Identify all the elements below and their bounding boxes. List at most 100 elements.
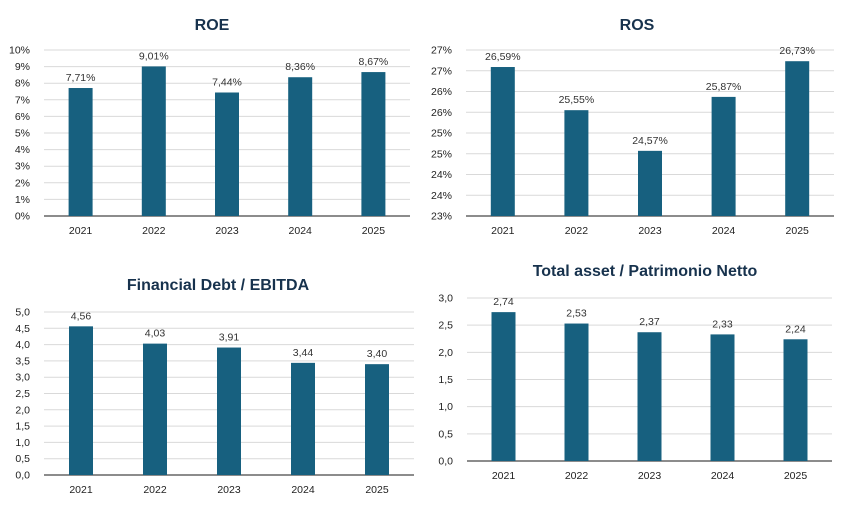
roe-y-tick-label: 2% — [15, 177, 30, 189]
roe-y-tick-label: 9% — [15, 61, 30, 73]
debt-bar — [217, 347, 241, 475]
asset-x-tick-label: 2022 — [565, 470, 589, 482]
debt-y-tick-label: 4,5 — [15, 323, 30, 335]
asset-data-label: 2,37 — [639, 316, 660, 328]
roe-bar — [361, 72, 386, 216]
asset-x-tick-label: 2023 — [638, 470, 662, 482]
debt-x-tick-label: 2022 — [143, 484, 167, 496]
asset-x-tick-label: 2021 — [492, 470, 516, 482]
ros-bar — [638, 150, 662, 216]
roe-bar — [141, 66, 166, 217]
asset-y-tick-label: 0,5 — [438, 428, 453, 440]
roe-y-tick-label: 10% — [9, 45, 30, 57]
ros-x-tick-label: 2021 — [491, 225, 515, 237]
debt-title: Financial Debt / EBITDA — [127, 277, 310, 294]
asset-y-tick-label: 1,0 — [438, 401, 453, 413]
asset-y-tick-label: 2,5 — [438, 320, 453, 332]
ros-y-tick-label: 24% — [431, 169, 452, 181]
roe-y-tick-label: 6% — [15, 111, 30, 123]
asset-bar — [783, 339, 808, 461]
ros-bar — [785, 61, 810, 216]
debt-bar — [143, 343, 167, 475]
roe-y-tick-label: 7% — [15, 94, 30, 106]
debt-bar — [365, 364, 389, 475]
ros-bar — [711, 96, 736, 216]
asset-bar — [710, 334, 735, 461]
asset-bar — [637, 332, 662, 461]
debt-y-tick-label: 4,0 — [15, 339, 30, 351]
roe-y-tick-label: 5% — [15, 128, 30, 140]
asset-y-tick-label: 1,5 — [438, 374, 453, 386]
ros-y-tick-label: 23% — [431, 211, 452, 223]
asset-title: Total asset / Patrimonio Netto — [533, 263, 758, 280]
debt-x-tick-label: 2025 — [365, 484, 389, 496]
roe-chart: ROE 0% 1% 2% 3% 4% 5% 6% 7% 8% 9% 10% 7,71% 2021 9,01%… — [9, 17, 410, 237]
roe-bar — [68, 88, 93, 216]
asset-y-tick-label: 0,0 — [438, 456, 453, 468]
debt-y-tick-label: 5,0 — [15, 307, 30, 319]
debt-chart: Financial Debt / EBITDA 0,0 0,5 1,0 1,5 2,0 2,… — [15, 277, 414, 496]
asset-data-label: 2,33 — [712, 318, 733, 330]
roe-bar — [288, 77, 313, 216]
debt-y-tick-label: 1,5 — [15, 421, 30, 433]
debt-data-label: 4,56 — [71, 310, 92, 322]
roe-x-tick-label: 2025 — [362, 225, 386, 237]
debt-data-label: 4,03 — [145, 328, 166, 340]
roe-data-label: 7,71% — [66, 72, 96, 84]
roe-data-label: 8,67% — [359, 56, 389, 68]
asset-bar — [491, 312, 516, 461]
ros-y-tick-label: 26% — [431, 107, 452, 119]
roe-x-tick-label: 2021 — [69, 225, 93, 237]
roe-y-tick-label: 8% — [15, 78, 30, 90]
ros-data-label: 25,55% — [559, 94, 595, 106]
asset-data-label: 2,24 — [785, 323, 806, 335]
ros-y-tick-label: 25% — [431, 148, 452, 160]
roe-y-tick-label: 0% — [15, 211, 30, 223]
roe-data-label: 7,44% — [212, 76, 242, 88]
ros-y-tick-label: 27% — [431, 65, 452, 77]
ros-bar — [490, 67, 515, 216]
debt-bar — [69, 326, 93, 475]
debt-x-tick-label: 2021 — [69, 484, 93, 496]
ros-title: ROS — [620, 17, 655, 34]
asset-data-label: 2,74 — [493, 296, 514, 308]
roe-x-tick-label: 2022 — [142, 225, 166, 237]
ros-data-label: 26,59% — [485, 51, 521, 63]
ros-chart: ROS 23% 24% 24% 25% 25% 26% 26% 27% 27% 26,59% 2021… — [431, 17, 834, 237]
debt-y-tick-label: 3,0 — [15, 372, 30, 384]
debt-y-tick-label: 2,0 — [15, 404, 30, 416]
ros-y-tick-label: 25% — [431, 128, 452, 140]
asset-chart: Total asset / Patrimonio Netto 0,0 0,5 1,0 1… — [438, 263, 832, 482]
roe-x-tick-label: 2023 — [215, 225, 239, 237]
roe-title: ROE — [195, 17, 230, 34]
ros-x-tick-label: 2025 — [786, 225, 810, 237]
asset-y-tick-label: 2,0 — [438, 347, 453, 359]
debt-x-tick-label: 2023 — [217, 484, 241, 496]
debt-y-tick-label: 3,5 — [15, 355, 30, 367]
debt-bar — [291, 362, 315, 475]
roe-x-tick-label: 2024 — [289, 225, 313, 237]
roe-bar — [215, 92, 239, 216]
debt-y-tick-label: 2,5 — [15, 388, 30, 400]
ros-data-label: 26,73% — [779, 45, 815, 57]
asset-data-label: 2,53 — [566, 308, 587, 320]
roe-y-tick-label: 1% — [15, 194, 30, 206]
asset-x-tick-label: 2025 — [784, 470, 808, 482]
asset-bar — [564, 323, 589, 461]
ros-y-tick-label: 27% — [431, 45, 452, 57]
debt-y-tick-label: 0,5 — [15, 453, 30, 465]
asset-y-tick-label: 3,0 — [438, 293, 453, 305]
ros-bar — [564, 110, 589, 216]
roe-y-tick-label: 4% — [15, 144, 30, 156]
ros-y-tick-label: 26% — [431, 86, 452, 98]
debt-data-label: 3,40 — [367, 348, 388, 360]
asset-x-tick-label: 2024 — [711, 470, 735, 482]
ros-x-tick-label: 2024 — [712, 225, 736, 237]
ros-x-tick-label: 2022 — [565, 225, 589, 237]
debt-data-label: 3,91 — [219, 332, 240, 344]
ros-x-tick-label: 2023 — [638, 225, 662, 237]
debt-x-tick-label: 2024 — [291, 484, 315, 496]
debt-y-tick-label: 0,0 — [15, 470, 30, 482]
roe-y-tick-label: 3% — [15, 161, 30, 173]
